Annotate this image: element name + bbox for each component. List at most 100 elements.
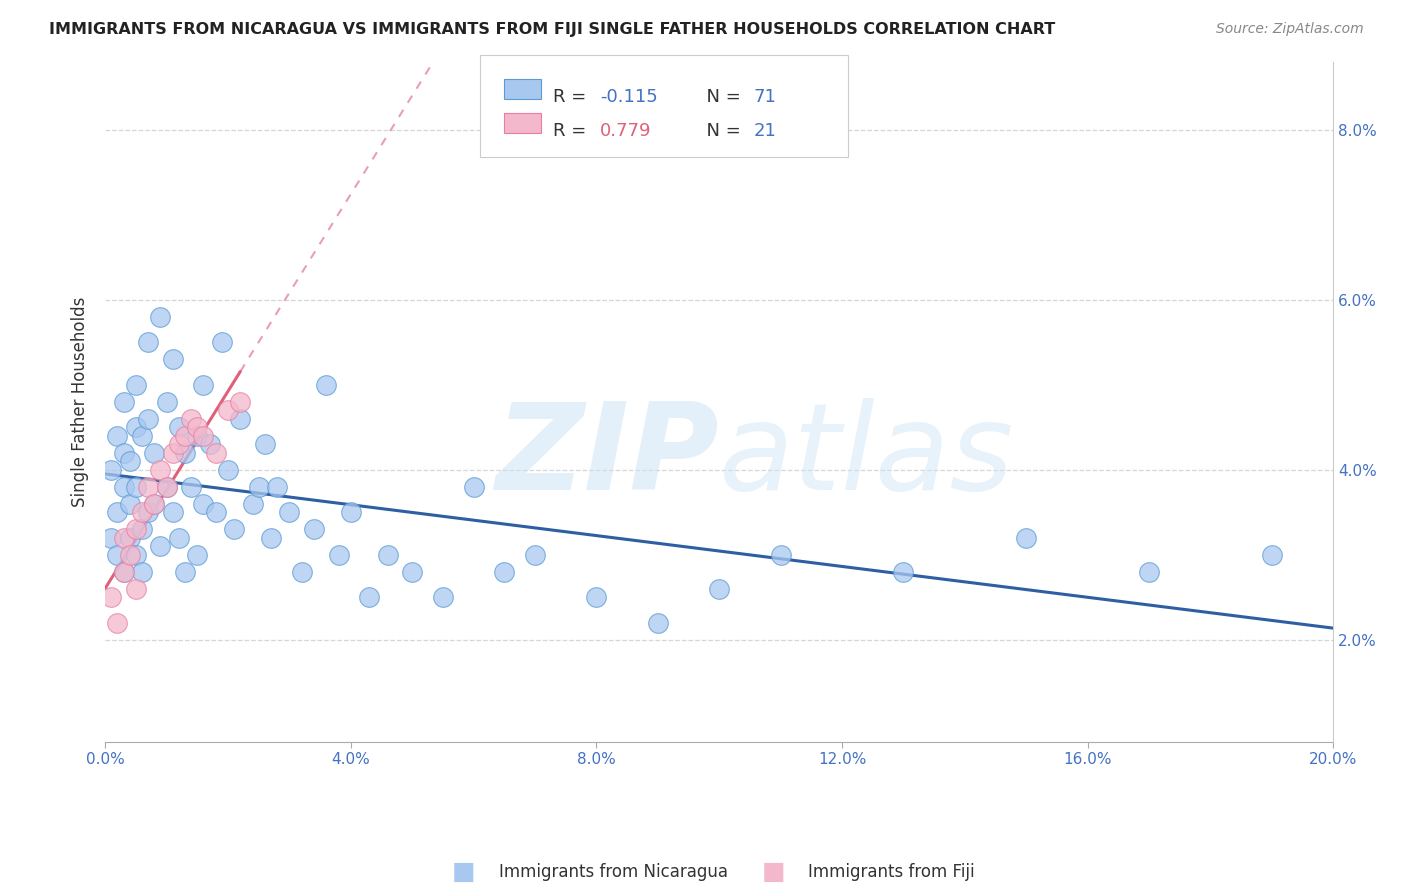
Point — [302, 523, 325, 537]
Point — [247, 480, 270, 494]
Point — [156, 480, 179, 494]
Text: IMMIGRANTS FROM NICARAGUA VS IMMIGRANTS FROM FIJI SINGLE FATHER HOUSEHOLDS CORRE: IMMIGRANTS FROM NICARAGUA VS IMMIGRANTS … — [49, 22, 1056, 37]
Point — [100, 463, 122, 477]
Point — [149, 463, 172, 477]
Point — [136, 505, 159, 519]
Point — [193, 378, 215, 392]
Text: 0.779: 0.779 — [600, 122, 651, 140]
Text: Immigrants from Nicaragua: Immigrants from Nicaragua — [499, 863, 728, 881]
Point — [118, 497, 141, 511]
Text: 71: 71 — [754, 87, 776, 106]
Text: -0.115: -0.115 — [600, 87, 658, 106]
Point — [524, 548, 547, 562]
Point — [118, 454, 141, 468]
Point — [1137, 565, 1160, 579]
Point — [136, 480, 159, 494]
Point — [131, 523, 153, 537]
Point — [769, 548, 792, 562]
Point — [112, 480, 135, 494]
Text: atlas: atlas — [720, 398, 1015, 515]
Point — [156, 395, 179, 409]
Point — [118, 548, 141, 562]
Point — [125, 548, 148, 562]
Point — [1015, 531, 1038, 545]
Point — [180, 412, 202, 426]
Point — [125, 523, 148, 537]
Point — [131, 565, 153, 579]
Point — [359, 591, 381, 605]
Point — [186, 429, 208, 443]
Point — [180, 480, 202, 494]
Point — [125, 420, 148, 434]
Point — [193, 497, 215, 511]
Point — [278, 505, 301, 519]
Point — [125, 582, 148, 596]
Point — [242, 497, 264, 511]
Point — [167, 531, 190, 545]
Point — [149, 540, 172, 554]
Point — [463, 480, 485, 494]
Point — [224, 523, 246, 537]
Point — [112, 395, 135, 409]
Point — [112, 565, 135, 579]
Point — [1261, 548, 1284, 562]
Point — [315, 378, 337, 392]
Point — [100, 531, 122, 545]
Point — [291, 565, 314, 579]
Point — [131, 429, 153, 443]
Text: R =: R = — [554, 122, 592, 140]
Text: N =: N = — [695, 122, 747, 140]
Point — [204, 446, 226, 460]
Text: 21: 21 — [754, 122, 776, 140]
Point — [107, 548, 129, 562]
FancyBboxPatch shape — [505, 113, 541, 134]
Point — [198, 437, 221, 451]
Text: Source: ZipAtlas.com: Source: ZipAtlas.com — [1216, 22, 1364, 37]
Y-axis label: Single Father Households: Single Father Households — [72, 297, 89, 508]
Point — [229, 395, 252, 409]
Point — [107, 505, 129, 519]
Point — [167, 437, 190, 451]
Point — [328, 548, 350, 562]
Point — [217, 463, 239, 477]
Point — [143, 497, 166, 511]
Point — [107, 615, 129, 630]
Point — [143, 497, 166, 511]
Point — [377, 548, 399, 562]
Point — [186, 548, 208, 562]
Point — [432, 591, 454, 605]
Point — [401, 565, 423, 579]
Point — [585, 591, 607, 605]
FancyBboxPatch shape — [505, 79, 541, 99]
Point — [647, 615, 669, 630]
Text: Immigrants from Fiji: Immigrants from Fiji — [808, 863, 976, 881]
Point — [174, 565, 197, 579]
Point — [112, 565, 135, 579]
Point — [125, 378, 148, 392]
Point — [162, 446, 184, 460]
Point — [211, 335, 233, 350]
Point — [893, 565, 915, 579]
Point — [709, 582, 731, 596]
Point — [156, 480, 179, 494]
Point — [253, 437, 276, 451]
Point — [217, 403, 239, 417]
Text: N =: N = — [695, 87, 747, 106]
Point — [107, 429, 129, 443]
Point — [149, 310, 172, 324]
Point — [136, 412, 159, 426]
Point — [100, 591, 122, 605]
Point — [125, 480, 148, 494]
Point — [167, 420, 190, 434]
Point — [229, 412, 252, 426]
FancyBboxPatch shape — [479, 55, 848, 157]
Point — [112, 446, 135, 460]
Point — [174, 446, 197, 460]
Point — [118, 531, 141, 545]
Point — [112, 531, 135, 545]
Point — [131, 505, 153, 519]
Point — [340, 505, 363, 519]
Point — [143, 446, 166, 460]
Point — [174, 429, 197, 443]
Point — [260, 531, 283, 545]
